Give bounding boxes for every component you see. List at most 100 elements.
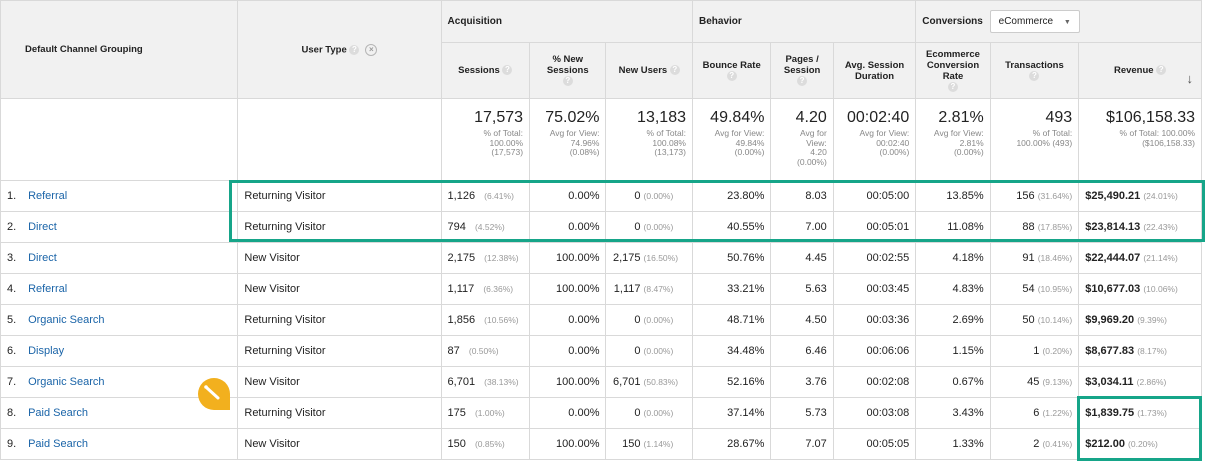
channel-cell[interactable]: 1. Referral [0,180,239,212]
table-row[interactable]: 3. Direct New Visitor 2,175 (12.38%) 100.00… [0,242,1202,274]
total-conv: 2.81% Avg for View: 2.81% (0.00%) [915,98,991,181]
row-index: 4. [7,283,17,295]
total-transactions: 493% of Total: 100.00% (493) [989,98,1080,181]
new-users-cell: 0 (0.00%) [605,304,693,336]
col-revenue[interactable]: Revenue ? ↓ [1078,42,1202,99]
total-new-users: 13,183% of Total: 100.08% (13,173) [605,98,693,181]
help-icon[interactable]: ? [726,70,737,81]
duration-cell: 00:03:36 [832,304,917,336]
group-behavior: Behavior [691,0,917,43]
help-icon[interactable]: ? [562,76,573,87]
group-conversions: Conversions eCommerce ▼ [915,0,1202,43]
channel-link[interactable]: Organic Search [28,314,105,326]
help-icon[interactable]: ? [797,76,808,87]
group-acquisition: Acquisition [440,0,693,43]
col-user-type[interactable]: User Type ? × [237,0,442,99]
new-users-cell: 0 (0.00%) [605,335,693,367]
channel-cell[interactable]: 6. Display [0,335,239,367]
table-row[interactable]: 1. Referral Returning Visitor 1,126 (6.41%… [0,180,1202,212]
table-row[interactable]: 9. Paid Search New Visitor 150 (0.85%) 100.… [0,428,1202,460]
channel-cell[interactable]: 4. Referral [0,273,239,305]
col-avg-session-duration[interactable]: Avg. Session Duration [832,42,917,99]
col-bounce-rate[interactable]: Bounce Rate? [691,42,772,99]
pct-new-cell: 0.00% [529,335,607,367]
group-header-row: Default Channel Grouping User Type ? × Ac… [0,0,1202,99]
bounce-cell: 33.21% [691,273,772,305]
user-type-cell: Returning Visitor [237,180,442,212]
transactions-cell: 6 (1.22%) [989,397,1080,429]
conv-cell: 4.18% [915,242,991,274]
table-row[interactable]: 7. Organic Search New Visitor 6,701 (38.13… [0,366,1202,398]
channel-link[interactable]: Organic Search [28,376,105,388]
conversions-dropdown[interactable]: eCommerce ▼ [989,10,1080,33]
table-row[interactable]: 2. Direct Returning Visitor 794 (4.52%) 0.0… [0,211,1202,243]
total-sessions: 17,573% of Total: 100.00% (17,573) [440,98,531,181]
conv-cell: 1.15% [915,335,991,367]
new-users-cell: 0 (0.00%) [605,211,693,243]
channel-link[interactable]: Referral [28,190,68,202]
channel-link[interactable]: Paid Search [28,407,88,419]
user-type-cell: New Visitor [237,366,442,398]
channel-cell[interactable]: 5. Organic Search [0,304,239,336]
help-icon[interactable]: ? [1156,65,1167,76]
help-icon[interactable]: ? [669,65,680,76]
new-users-cell: 150 (1.14%) [605,428,693,460]
channel-cell[interactable]: 2. Direct [0,211,239,243]
pct-new-cell: 100.00% [529,242,607,274]
duration-cell: 00:05:05 [832,428,917,460]
pages-cell: 4.45 [770,242,834,274]
conv-cell: 0.67% [915,366,991,398]
help-icon[interactable]: ? [1029,70,1040,81]
help-icon[interactable]: ? [502,65,513,76]
transactions-cell: 1 (0.20%) [989,335,1080,367]
channel-link[interactable]: Display [28,345,65,357]
pages-cell: 3.76 [770,366,834,398]
col-pages-session[interactable]: Pages / Session? [770,42,834,99]
channel-cell[interactable]: 7. Organic Search [0,366,239,398]
duration-cell: 00:02:08 [832,366,917,398]
sort-desc-icon[interactable]: ↓ [1186,71,1194,86]
new-users-cell: 1,117 (8.47%) [605,273,693,305]
new-users-cell: 2,175 (16.50%) [605,242,693,274]
revenue-cell: $23,814.13 (22.43%) [1078,211,1202,243]
bounce-cell: 52.16% [691,366,772,398]
pct-new-cell: 0.00% [529,180,607,212]
pages-cell: 7.00 [770,211,834,243]
channel-link[interactable]: Direct [28,252,57,264]
revenue-cell: $3,034.11 (2.86%) [1078,366,1202,398]
col-pct-new-sessions[interactable]: % New Sessions? [529,42,607,99]
channel-link[interactable]: Referral [28,283,68,295]
pages-cell: 5.73 [770,397,834,429]
user-type-cell: New Visitor [237,428,442,460]
col-sessions[interactable]: Sessions ? [440,42,531,99]
revenue-cell: $8,677.83 (8.17%) [1078,335,1202,367]
channel-link[interactable]: Paid Search [28,438,88,450]
table-row[interactable]: 4. Referral New Visitor 1,117 (6.36%) 100.0… [0,273,1202,305]
row-index: 5. [7,314,17,326]
col-new-users[interactable]: New Users ? [605,42,693,99]
highlight-box-revenue-rows-8-9 [1077,396,1202,461]
col-transactions[interactable]: Transactions? [989,42,1080,99]
col-channel[interactable]: Default Channel Grouping [0,0,239,99]
new-users-cell: 0 (0.00%) [605,397,693,429]
total-pct-new: 75.02% Avg for View: 74.96% (0.08%) [529,98,607,181]
channel-cell[interactable]: 3. Direct [0,242,239,274]
highlight-box-rows-1-2 [229,180,1205,242]
row-index: 8. [7,407,17,419]
table-row[interactable]: 8. Paid Search Returning Visitor 175 (1.00… [0,397,1202,429]
bounce-cell: 37.14% [691,397,772,429]
remove-dimension-icon[interactable]: × [365,43,378,56]
help-icon[interactable]: ? [349,44,360,55]
table-row[interactable]: 5. Organic Search Returning Visitor 1,856 … [0,304,1202,336]
total-bounce: 49.84% Avg for View: 49.84% (0.00%) [691,98,772,181]
sessions-cell: 1,117 (6.36%) [440,273,531,305]
col-ecommerce-conversion-rate[interactable]: Ecommerce Conversion Rate? [915,42,991,99]
table-row[interactable]: 6. Display Returning Visitor 87 (0.50%) 0.0… [0,335,1202,367]
revenue-cell: $22,444.07 (21.14%) [1078,242,1202,274]
channel-cell[interactable]: 9. Paid Search [0,428,239,460]
total-duration: 00:02:40 Avg for View: 00:02:40 (0.00%) [832,98,917,181]
channel-link[interactable]: Direct [28,221,57,233]
bounce-cell: 28.67% [691,428,772,460]
help-icon[interactable]: ? [947,81,958,92]
